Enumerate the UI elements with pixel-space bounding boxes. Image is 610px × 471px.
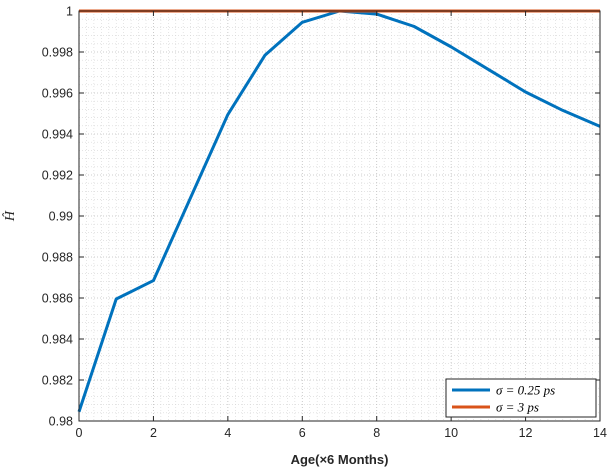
x-tick-label: 4 [224, 426, 231, 440]
x-tick-label: 2 [150, 426, 157, 440]
y-tick-label: 0.98 [49, 415, 73, 429]
x-tick-label: 12 [519, 426, 533, 440]
y-tick-label: 0.988 [42, 251, 73, 265]
x-axis-label: Age(×6 Months) [291, 452, 389, 467]
y-axis-ticks: 0.98 0.982 0.984 0.986 0.988 0.99 0.992 0.994 0.… [42, 5, 600, 429]
y-tick-label: 1 [66, 5, 73, 19]
x-tick-label: 0 [76, 426, 83, 440]
x-tick-label: 10 [444, 426, 458, 440]
y-tick-label: 0.982 [42, 374, 73, 388]
y-tick-label: 0.998 [42, 46, 73, 60]
legend-label-1: σ = 0.25 ps [496, 383, 555, 398]
y-tick-label: 0.984 [42, 333, 73, 347]
y-tick-label: 0.994 [42, 128, 73, 142]
x-tick-label: 8 [373, 426, 380, 440]
y-tick-label: 0.99 [49, 210, 73, 224]
legend: σ = 0.25 ps σ = 3 ps [445, 378, 597, 418]
x-tick-label: 14 [593, 426, 607, 440]
y-tick-label: 0.986 [42, 292, 73, 306]
y-tick-label: 0.996 [42, 87, 73, 101]
legend-box [445, 378, 597, 418]
x-axis-ticks: 0 2 4 6 8 10 12 14 [76, 11, 607, 440]
y-tick-label: 0.992 [42, 169, 73, 183]
legend-label-2: σ = 3 ps [496, 400, 539, 415]
y-axis-label: Ĥ [1, 210, 18, 222]
x-tick-label: 6 [299, 426, 306, 440]
